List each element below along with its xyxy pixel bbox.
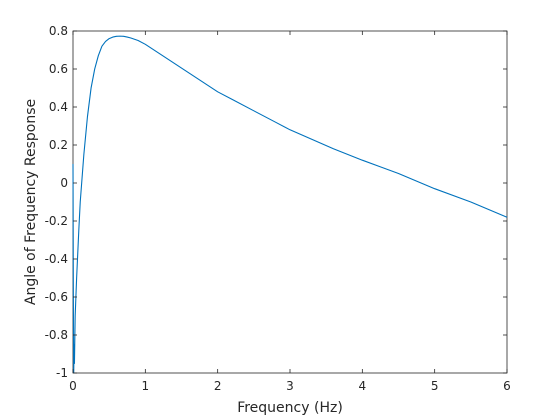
tick-labels-layer: 0 1 2 3 4 5 6 -1 -0.8 -0.6 -0.4 -0.2 0 0.2 0.4 0.6 0.8 (45, 24, 511, 393)
y-tick-label: -0.4 (45, 252, 68, 266)
y-tick-label: 0.4 (49, 100, 68, 114)
x-tick-label: 4 (359, 379, 367, 393)
plot-area (72, 30, 508, 374)
x-tick-label: 3 (286, 379, 294, 393)
y-tick-label: -0.6 (45, 290, 68, 304)
y-tick-label: -0.2 (45, 214, 68, 228)
y-axis-label: Angle of Frequency Response (23, 99, 39, 305)
y-tick-label: -1 (56, 366, 68, 380)
x-tick-label: 5 (431, 379, 439, 393)
x-tick-label: 6 (503, 379, 511, 393)
series-line-1 (72, 35, 508, 374)
x-tick-label: 0 (69, 379, 77, 393)
x-tick-label: 2 (214, 379, 222, 393)
series-layer (72, 35, 508, 374)
x-tick-label: 1 (142, 379, 150, 393)
y-tick-label: 0 (60, 176, 68, 190)
y-tick-label: -0.8 (45, 328, 68, 342)
ticks-layer (72, 30, 508, 374)
x-axis-label: Frequency (Hz) (237, 400, 343, 416)
y-tick-label: 0.2 (49, 138, 68, 152)
y-tick-label: 0.8 (49, 24, 68, 38)
axes-box (72, 30, 508, 374)
y-tick-label: 0.6 (49, 62, 68, 76)
